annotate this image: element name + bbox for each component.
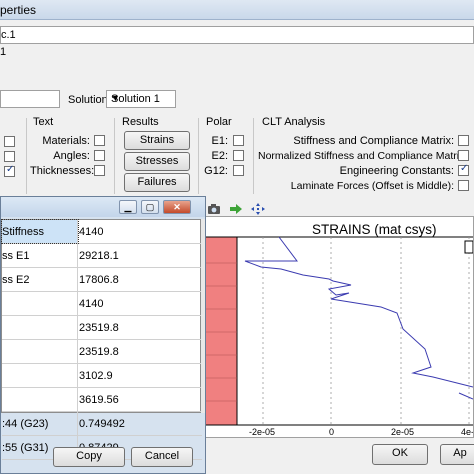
plot-grid: [262, 237, 470, 425]
solution-select[interactable]: Solution 1 ▼: [106, 90, 176, 108]
constant-name-cell[interactable]: :44 (G23): [2, 412, 78, 435]
laminate-forces-checkbox[interactable]: [458, 180, 469, 191]
constant-name-cell[interactable]: [2, 364, 78, 387]
table-row[interactable]: ss E2 17806.8: [2, 268, 202, 292]
engineering-constants-window: ▁ ▢ ✕ Stiffness 4140 ss E1 29218.1 ss E2 1780…: [0, 196, 206, 474]
constant-value-cell[interactable]: 0.749492: [79, 418, 125, 430]
left-checkbox-2[interactable]: [4, 151, 15, 162]
table-row[interactable]: 23519.8: [2, 316, 202, 340]
ply-band: [201, 237, 237, 425]
thicknesses-label: Thicknesses:: [30, 165, 95, 177]
constant-name-cell[interactable]: Stiffness: [1, 219, 79, 244]
stiffness-compliance-checkbox[interactable]: [458, 135, 469, 146]
materials-checkbox[interactable]: [94, 135, 105, 146]
strains-button[interactable]: Strains: [124, 131, 190, 150]
angles-label: Angles:: [53, 150, 90, 162]
e2-label: E2:: [211, 150, 228, 162]
maximize-icon[interactable]: ▢: [141, 200, 159, 214]
constant-name-cell[interactable]: [2, 292, 78, 315]
main-window-titlebar: perties: [0, 0, 474, 20]
angles-checkbox[interactable]: [94, 150, 105, 161]
strains-plot-canvas: -2e-05 0 2e-05 4e-: [201, 236, 474, 437]
constant-name-cell[interactable]: [2, 340, 78, 363]
results-group-title: Results: [122, 116, 159, 128]
engineering-constants-checkbox[interactable]: [458, 163, 469, 176]
e1-label: E1:: [211, 135, 228, 147]
arrow-right-icon[interactable]: [229, 203, 243, 215]
constant-value-cell[interactable]: 4140: [79, 226, 104, 238]
left-checkbox-3[interactable]: [4, 164, 15, 177]
name-field[interactable]: c.1: [0, 26, 474, 44]
tick-label-1: -2e-05: [249, 427, 275, 437]
constant-value-cell[interactable]: 17806.8: [79, 274, 119, 286]
constant-value-cell[interactable]: 4140: [79, 298, 104, 310]
materials-label: Materials:: [42, 135, 90, 147]
clt-group-title: CLT Analysis: [262, 116, 326, 128]
solution-selected-value: Solution 1: [111, 93, 160, 105]
ok-button[interactable]: OK: [372, 444, 428, 465]
table-row[interactable]: 3102.9: [2, 364, 202, 388]
apply-button[interactable]: Ap: [440, 444, 474, 465]
layup-select[interactable]: [0, 90, 60, 108]
e2-checkbox[interactable]: [233, 150, 244, 161]
normalized-stiffness-label: Normalized Stiffness and Compliance Matr…: [258, 150, 468, 162]
tick-label-2: 0: [329, 427, 334, 437]
table-scrollbar[interactable]: [201, 219, 205, 413]
group-divider: [253, 118, 254, 194]
close-icon[interactable]: ✕: [163, 200, 191, 214]
constant-name-cell[interactable]: [2, 316, 78, 339]
camera-icon[interactable]: [207, 203, 221, 215]
stiffness-compliance-label: Stiffness and Compliance Matrix:: [293, 135, 454, 147]
table-row[interactable]: :44 (G23) 0.749492: [2, 412, 202, 436]
copy-button[interactable]: Copy: [53, 447, 125, 467]
window-title: perties: [0, 3, 37, 17]
table-row[interactable]: ss E1 29218.1: [2, 244, 202, 268]
group-divider: [114, 118, 115, 194]
group-divider: [26, 118, 27, 194]
band-layer-lines: [201, 262, 237, 402]
constant-name-cell[interactable]: [2, 388, 78, 411]
strains-plot: -2e-05 0 2e-05 4e-: [200, 216, 474, 438]
polar-group-title: Polar: [206, 116, 232, 128]
stresses-button[interactable]: Stresses: [124, 152, 190, 171]
normalized-stiffness-checkbox[interactable]: [458, 150, 469, 161]
constant-value-cell[interactable]: 23519.8: [79, 346, 119, 358]
solution-label: Solution:: [68, 94, 111, 106]
plot-title: STRAINS (mat csys): [312, 222, 437, 237]
chevron-down-icon: ▼: [111, 93, 120, 103]
name-field-value: c.1: [1, 29, 16, 41]
cancel-button[interactable]: Cancel: [131, 447, 193, 467]
laminate-forces-label: Laminate Forces (Offset is Middle):: [290, 180, 454, 192]
legend-box: [464, 240, 474, 254]
engineering-constants-label: Engineering Constants:: [339, 165, 454, 177]
text-group-title: Text: [33, 116, 54, 128]
g12-label: G12:: [204, 165, 228, 177]
constant-name-cell[interactable]: ss E1: [2, 244, 78, 267]
minimize-icon[interactable]: ▁: [119, 200, 137, 214]
group-divider: [198, 118, 199, 194]
crosshair-icon[interactable]: [251, 203, 265, 215]
constant-value-cell[interactable]: 3102.9: [79, 370, 113, 382]
constants-table: Stiffness 4140 ss E1 29218.1 ss E2 17806.8 414…: [1, 219, 202, 460]
thicknesses-checkbox[interactable]: [94, 165, 105, 176]
left-checkbox-1[interactable]: [4, 136, 15, 147]
constant-name-cell[interactable]: ss E2: [2, 268, 78, 291]
id-label: 1: [0, 46, 7, 58]
constant-value-cell[interactable]: 29218.1: [79, 250, 119, 262]
e1-checkbox[interactable]: [233, 135, 244, 146]
popup-titlebar: ▁ ▢ ✕: [1, 197, 205, 217]
tick-label-4: 4e-: [461, 427, 473, 437]
tick-label-3: 2e-05: [391, 427, 414, 437]
table-row[interactable]: 3619.56: [2, 388, 202, 412]
table-row[interactable]: 4140: [2, 292, 202, 316]
table-row[interactable]: Stiffness 4140: [1, 219, 202, 244]
failures-button[interactable]: Failures: [124, 173, 190, 192]
table-row[interactable]: 23519.8: [2, 340, 202, 364]
strain-series-line: [244, 236, 474, 388]
g12-checkbox[interactable]: [233, 165, 244, 176]
strain-series-line-lower: [458, 392, 474, 400]
constant-value-cell[interactable]: 23519.8: [79, 322, 119, 334]
constant-value-cell[interactable]: 3619.56: [79, 394, 119, 406]
